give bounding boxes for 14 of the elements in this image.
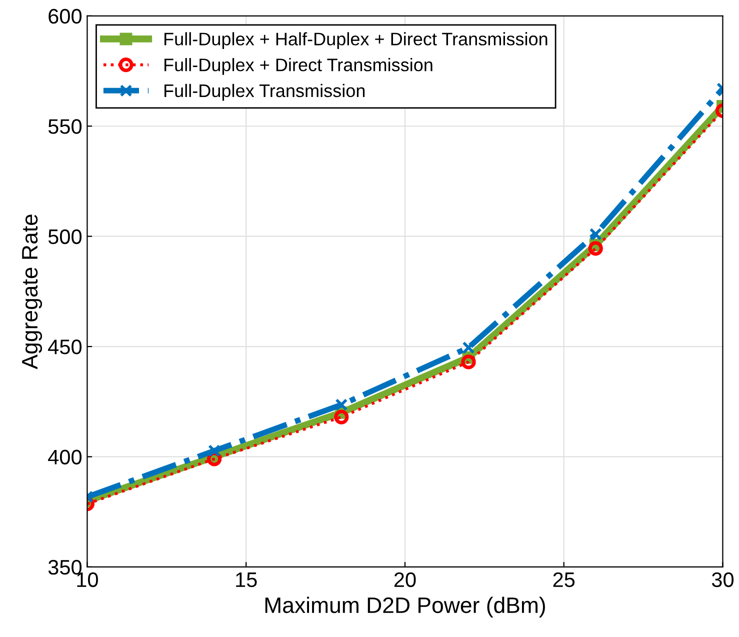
x-axis-title: Maximum D2D Power (dBm) (265, 596, 545, 618)
legend-label: Full-Duplex + Direct Transmission (164, 58, 432, 75)
y-tick-label: 450 (48, 340, 82, 354)
y-tick-label: 550 (48, 119, 82, 134)
y-axis-title: Aggregate Rate (22, 214, 42, 370)
legend-label: Full-Duplex + Half-Duplex + Direct Transmission (164, 32, 548, 50)
y-tick-label: 600 (48, 8, 82, 24)
y-tick-label: 400 (48, 450, 82, 464)
x-tick-label: 20 (394, 572, 416, 588)
x-tick-label: 30 (712, 572, 734, 588)
legend-label: Full-Duplex Transmission (164, 84, 365, 101)
x-tick-label: 25 (553, 572, 575, 588)
x-tick-label: 15 (236, 572, 257, 588)
y-tick-label: 500 (48, 229, 82, 244)
